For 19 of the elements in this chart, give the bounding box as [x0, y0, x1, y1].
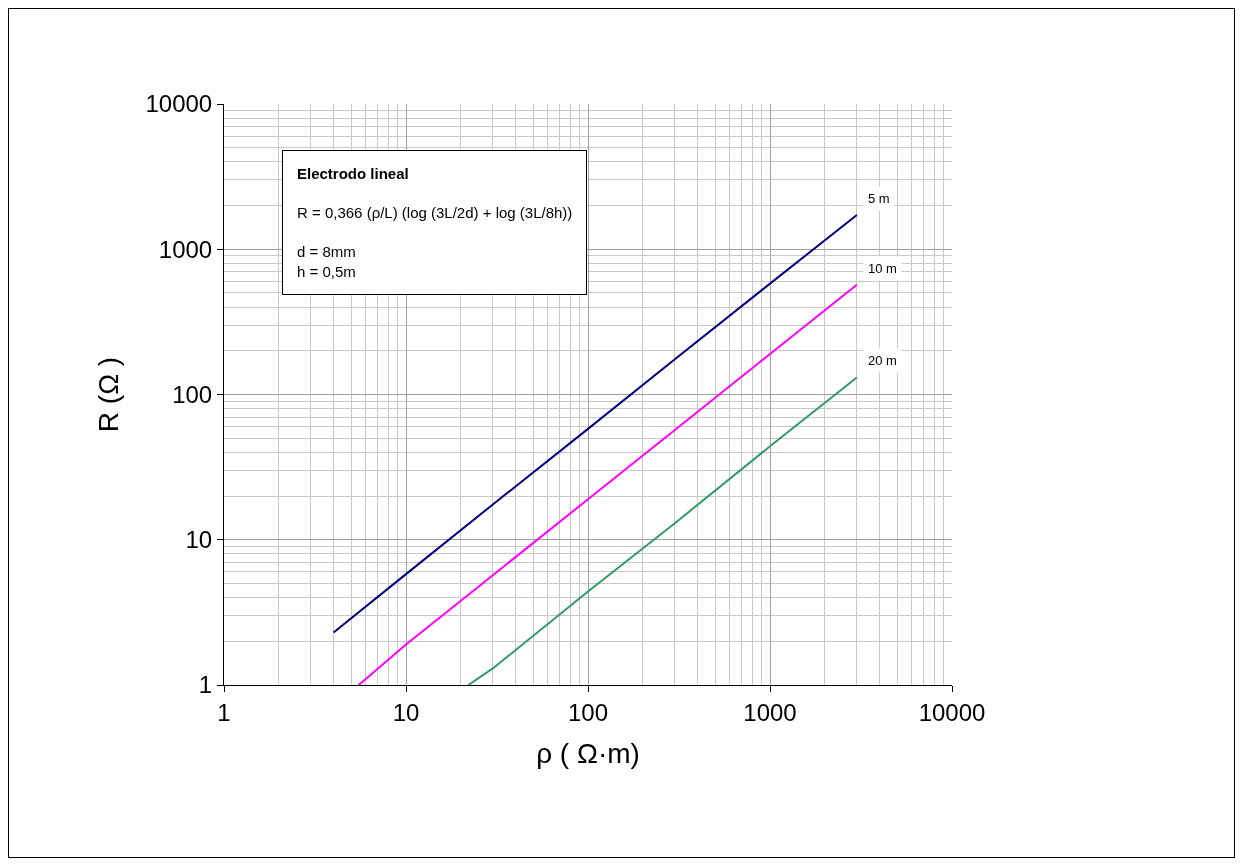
x-tick-label: 10000	[918, 698, 986, 726]
x-tick-label: 1000	[743, 698, 797, 726]
annotation: h = 0,5m	[297, 262, 356, 280]
y-tick-label: 1	[198, 671, 213, 699]
annotation: R = 0,366 (ρ/L) (log (3L/2d) + log (3L/8h))	[297, 204, 573, 221]
series-label: 20 m	[868, 353, 897, 368]
x-tick-label: 1	[217, 698, 231, 726]
x-tick-label: 10	[392, 698, 420, 726]
annotation: d = 8mm	[297, 243, 356, 260]
y-axis-title: R (Ω )	[93, 356, 125, 433]
annotation: Electrodo lineal	[297, 165, 409, 182]
series-label: 5 m	[868, 191, 890, 206]
y-tick-label: 100	[172, 380, 213, 408]
y-tick-label: 10000	[145, 90, 213, 118]
x-axis-title: ρ ( Ω·m)	[536, 737, 640, 769]
y-tick-label: 1000	[158, 235, 213, 263]
x-tick-label: 100	[567, 698, 609, 726]
series-label: 10 m	[868, 261, 897, 276]
y-tick-label: 10	[185, 526, 213, 554]
